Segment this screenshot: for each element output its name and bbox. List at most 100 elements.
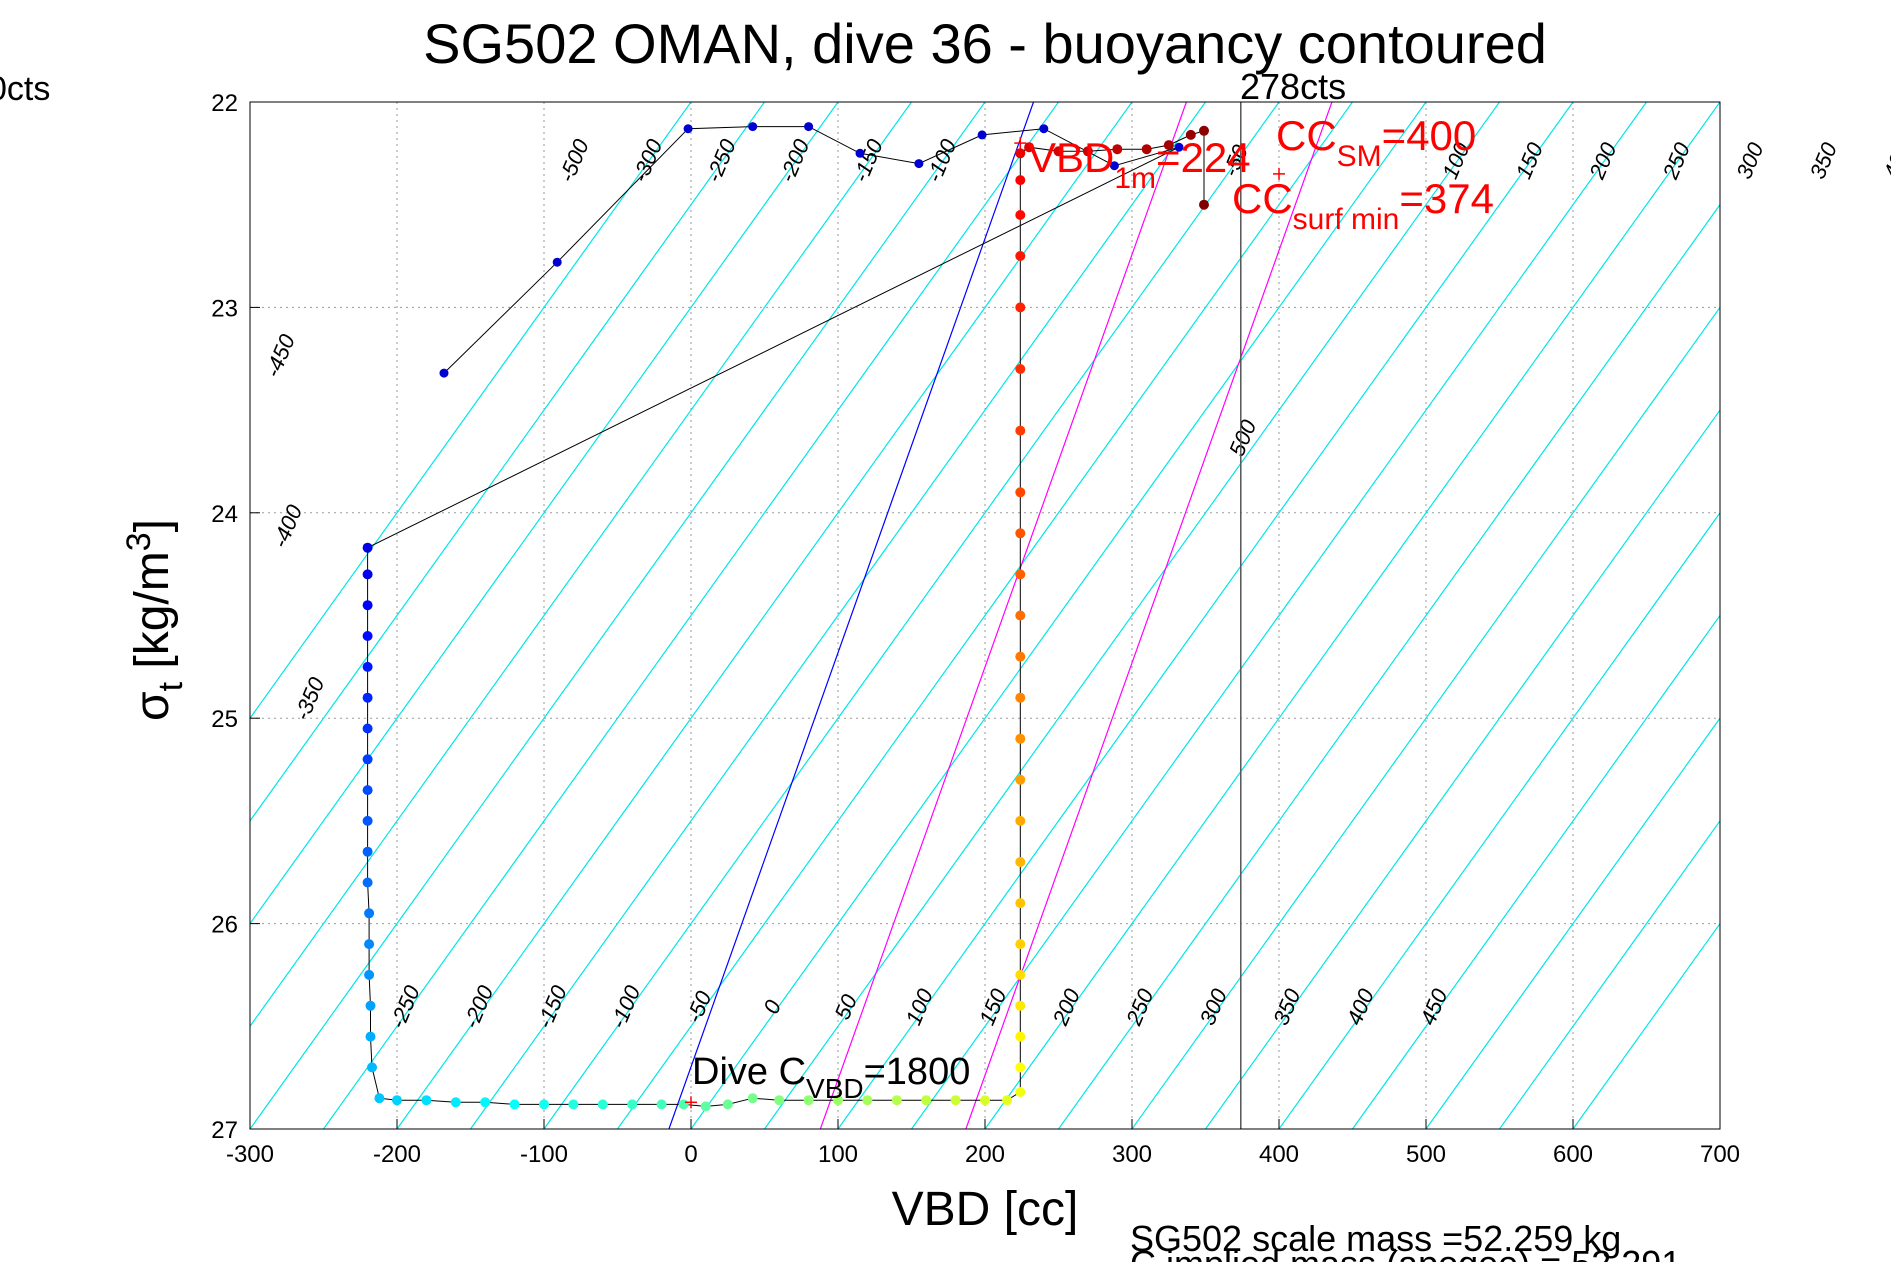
annotation-cc-surf-min-main: CC [1232,175,1293,222]
annotation-cc-sm-main: CC [1276,112,1337,159]
dive-point [722,1099,733,1110]
dive-point [1015,1000,1026,1011]
dive-point [1174,142,1184,152]
dive-point [1015,815,1026,826]
contour-line-150 [911,102,1647,1129]
dive-point [1015,1087,1026,1097]
annotation-cc-sm-sub: SM [1337,140,1382,173]
dive-point [1015,528,1026,539]
dive-point [1015,774,1026,785]
contour-line-350 [1205,409,1720,1129]
contour-label: 400 [1878,138,1891,182]
dive-point [597,1099,608,1110]
dive-point [1015,733,1026,744]
dive-point [1109,161,1119,171]
annotation-vbd-1m: VBD1m=224 [1028,134,1251,195]
dive-point [914,159,924,169]
dive-point [364,939,375,950]
contour-line--450 [250,102,765,822]
y-tick-label: 23 [211,295,238,322]
dive-data [362,122,1285,1112]
x-tick-label: 200 [965,1141,1005,1168]
dive-point [362,846,373,857]
vbd-line-magenta1 [819,102,1187,1129]
vbd-line-magenta2 [965,102,1333,1129]
footer-implied-mass-main: C [1130,1243,1156,1262]
dive-point [1053,146,1064,157]
contour-line--350 [250,102,912,1028]
dive-point [364,908,375,919]
annotation-cts-top: 278cts [1240,66,1346,107]
y-axis-label-sup: 3 [120,532,158,551]
dive-point [1039,124,1049,134]
annotation-vbd-1m-sub: 1m [1114,162,1156,195]
dive-point [362,600,373,611]
dive-point [747,1093,758,1104]
y-axis-label-close: ] [126,519,179,532]
y-axis-label-sub: t [152,681,190,691]
contour-line-600 [1572,922,1720,1129]
dive-point [1024,142,1035,153]
dive-point [1015,364,1026,374]
reference-lines [668,102,1333,1129]
annotation-cts-left: 0cts [0,70,50,108]
dive-point [365,1031,376,1042]
contour-line-250 [1058,203,1720,1129]
y-axis-label: σt [kg/m3] [120,519,190,721]
annotation-cc-surf-min: CCsurf min=374 [1232,175,1494,236]
dive-point [362,542,373,553]
dive-point [365,1000,376,1011]
dive-point [1015,148,1026,159]
dive-point [803,1095,814,1106]
dive-point [367,1062,377,1073]
dive-point [1002,1095,1013,1106]
footer-implied-mass: C implied mass (apogee) = 52.291 [1130,1243,1681,1262]
dive-point [833,1095,843,1106]
chart-title: SG502 OMAN, dive 36 - buoyancy contoured [423,12,1547,75]
dive-point [1015,969,1026,980]
dive-point [1185,129,1196,140]
footer-scale-mass: SG502 scale mass =52.259 kg [1130,1218,1621,1259]
dive-point [1141,144,1152,155]
x-tick-label: -200 [373,1141,421,1168]
dive-point [855,148,865,158]
contour-line--150 [470,102,1206,1129]
dive-point [362,815,373,826]
dive-point [656,1099,667,1110]
contour-line-500 [1425,717,1720,1129]
footer-implied-mass-rest: implied mass (apogee) = 52.291 [1156,1243,1681,1262]
dive-point [1199,125,1209,136]
x-tick-label: 300 [1112,1141,1152,1168]
contour-line-0 [690,102,1427,1129]
dive-point [450,1097,461,1108]
dive-point [1015,487,1026,498]
dive-point [1015,939,1026,950]
dive-point [1082,146,1093,157]
annotation-cc-surf-min-sub: surf min [1293,203,1400,236]
contour-line-550 [1499,819,1720,1129]
dive-point [439,368,449,378]
y-tick-label: 22 [211,90,238,117]
x-tick-label: -300 [226,1141,274,1168]
dive-point [1015,425,1026,436]
dive-point [1015,175,1026,186]
dive-point [1015,857,1026,867]
dive-point [804,122,814,132]
contour-line--250 [323,102,1059,1129]
contour-line--300 [250,102,986,1129]
dive-point [374,1093,385,1104]
x-tick-label: 0 [684,1141,697,1168]
dive-point [921,1095,932,1106]
dive-point [1015,1062,1026,1073]
dive-point [509,1099,520,1110]
dive-point [1015,1031,1026,1042]
annotation-vbd-1m-main: VBD [1028,134,1114,181]
dive-point [364,969,375,980]
contour-line-100 [837,102,1574,1129]
dive-point [362,569,373,580]
contour-line--50 [617,102,1353,1129]
annotation-dive-cvbd-value: =1800 [864,1051,971,1093]
annotation-cc-sm: CCSM=400 [1276,112,1476,173]
dive-point [977,130,987,140]
